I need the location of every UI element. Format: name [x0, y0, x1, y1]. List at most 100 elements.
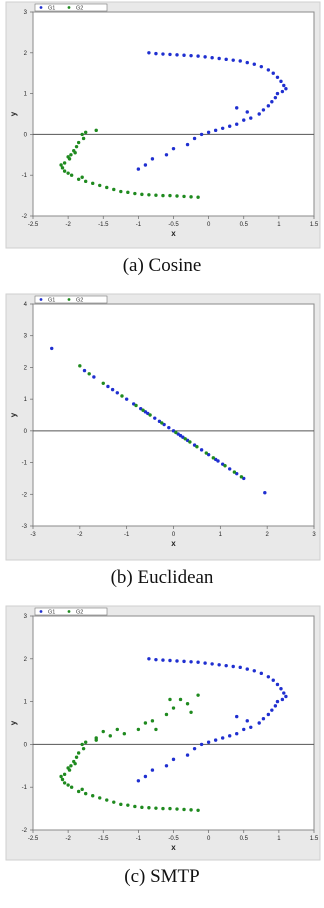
point-g1 — [284, 694, 288, 699]
caption-cosine: (a) Cosine — [122, 255, 202, 276]
legend: G1 G2 — [34, 295, 108, 304]
point-g2 — [60, 166, 65, 170]
x-axis-title: x — [171, 539, 176, 548]
x-tick-label: -1.5 — [98, 836, 109, 842]
point-g1 — [189, 660, 193, 664]
point-g1 — [220, 736, 225, 740]
point-g1 — [257, 721, 261, 725]
point-g1 — [275, 91, 280, 96]
point-g1 — [282, 83, 286, 88]
x-tick-label: -2 — [65, 836, 71, 842]
point-g2 — [94, 128, 98, 133]
y-tick-label: 4 — [24, 302, 28, 308]
y-tick-label: -2 — [22, 828, 28, 834]
point-g1 — [161, 52, 165, 56]
point-g2 — [154, 193, 158, 197]
point-g2 — [81, 136, 86, 141]
point-g1 — [171, 146, 176, 151]
point-g2 — [67, 768, 72, 772]
point-g1 — [136, 167, 141, 171]
point-g1 — [189, 53, 193, 58]
legend-marker-g1 — [39, 6, 43, 9]
point-g2 — [154, 727, 158, 732]
point-g1 — [242, 727, 246, 732]
point-g1 — [164, 764, 169, 768]
point-g1 — [231, 58, 235, 62]
y-tick-label: -1 — [22, 173, 28, 179]
point-g2 — [112, 187, 116, 192]
plot-area — [32, 615, 315, 831]
x-tick-label: -1 — [136, 222, 142, 228]
point-g1 — [249, 725, 253, 729]
point-g2 — [182, 807, 186, 812]
point-g2 — [81, 746, 86, 751]
point-g2 — [175, 807, 179, 811]
point-g2 — [189, 710, 193, 714]
point-g1 — [196, 660, 200, 664]
point-g1 — [228, 467, 232, 471]
point-g1 — [220, 126, 225, 130]
x-tick-label: 0 — [207, 222, 211, 228]
point-g1 — [245, 719, 249, 723]
point-g1 — [228, 124, 232, 128]
point-g1 — [110, 387, 115, 392]
point-g1 — [150, 157, 155, 161]
point-g1 — [175, 53, 179, 57]
point-g2 — [189, 195, 193, 199]
y-tick-label: 2 — [24, 657, 28, 663]
point-g1 — [261, 108, 266, 112]
point-g2 — [83, 130, 88, 135]
point-g1 — [143, 163, 148, 167]
legend: G1 G2 — [34, 607, 108, 616]
x-tick-label: 0 — [172, 532, 176, 538]
legend-label-g2: G2 — [76, 6, 83, 12]
point-g2 — [62, 772, 67, 777]
point-g2 — [175, 194, 179, 198]
point-g2 — [122, 732, 127, 736]
point-g2 — [91, 181, 95, 186]
legend-label-g1: G1 — [48, 298, 55, 304]
point-g1 — [266, 68, 271, 72]
x-tick-label: 0.5 — [240, 836, 249, 842]
point-g1 — [224, 663, 228, 668]
point-g1 — [263, 491, 267, 495]
x-tick-label: -0.5 — [168, 222, 179, 228]
x-tick-label: 1 — [219, 532, 223, 538]
point-g1 — [245, 60, 249, 65]
point-g1 — [235, 714, 239, 719]
point-g2 — [147, 806, 151, 810]
point-g1 — [273, 95, 278, 100]
y-axis-title: y — [9, 412, 18, 417]
point-g2 — [239, 475, 244, 479]
point-g2 — [73, 151, 77, 155]
point-g2 — [133, 804, 137, 809]
point-g2 — [83, 179, 88, 184]
point-g2 — [59, 163, 63, 167]
point-g2 — [101, 729, 105, 734]
legend-label-g2: G2 — [76, 610, 83, 616]
point-g1 — [266, 675, 271, 679]
y-tick-label: 1 — [24, 92, 28, 98]
point-g1 — [106, 384, 110, 389]
point-g1 — [168, 658, 172, 663]
point-g2 — [195, 445, 199, 449]
point-g1 — [213, 738, 218, 742]
point-g1 — [213, 128, 218, 133]
point-g2 — [136, 727, 141, 732]
point-g2 — [76, 751, 81, 755]
point-g2 — [80, 742, 84, 747]
x-tick-label: 1.5 — [310, 222, 319, 228]
point-g2 — [80, 175, 84, 179]
legend-marker-g1 — [39, 298, 43, 301]
point-g1 — [235, 732, 239, 736]
x-axis-title: x — [171, 843, 176, 852]
point-g2 — [174, 430, 178, 435]
chart-panel-euclidean: -3 -2 -1 0 1 2 3 -3 -2 -1 0 1 2 3 4 x y G1 G2 (b) Euclidea… — [0, 292, 324, 602]
point-g1 — [167, 425, 171, 430]
point-g1 — [273, 704, 278, 708]
point-g2 — [171, 706, 176, 710]
y-tick-label: -1 — [22, 785, 28, 791]
point-g2 — [140, 805, 144, 810]
point-g2 — [59, 774, 63, 779]
point-g2 — [148, 413, 152, 417]
